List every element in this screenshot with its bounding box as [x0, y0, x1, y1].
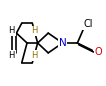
Text: Cl: Cl — [83, 19, 93, 29]
Text: H: H — [31, 51, 37, 60]
Text: H: H — [8, 51, 15, 60]
Text: O: O — [95, 47, 102, 57]
Text: N: N — [59, 38, 66, 48]
Text: H: H — [31, 26, 37, 35]
Text: H: H — [8, 26, 15, 35]
